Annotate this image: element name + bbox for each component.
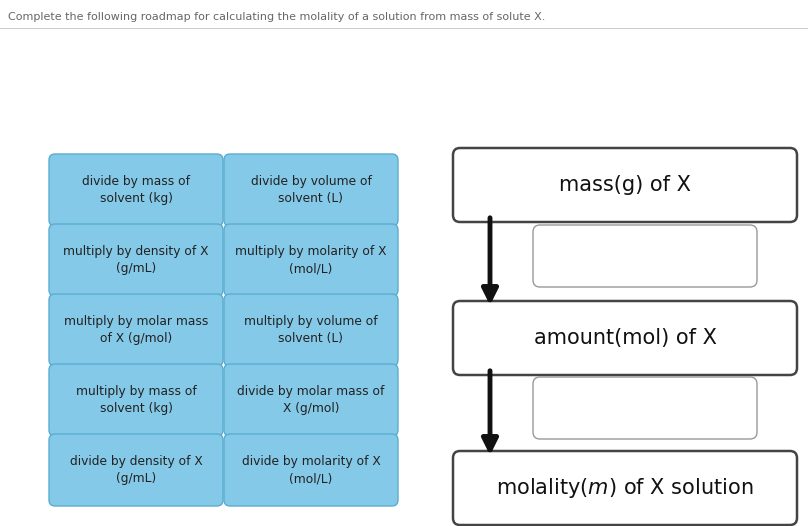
FancyBboxPatch shape xyxy=(453,451,797,525)
Text: divide by molarity of X
(mol/L): divide by molarity of X (mol/L) xyxy=(242,455,381,485)
FancyBboxPatch shape xyxy=(533,225,757,287)
FancyBboxPatch shape xyxy=(224,154,398,226)
FancyBboxPatch shape xyxy=(49,364,223,436)
FancyBboxPatch shape xyxy=(224,224,398,296)
FancyBboxPatch shape xyxy=(49,154,223,226)
Text: multiply by molar mass
of X (g/mol): multiply by molar mass of X (g/mol) xyxy=(64,315,208,345)
Text: divide by density of X
(g/mL): divide by density of X (g/mL) xyxy=(69,455,202,485)
FancyBboxPatch shape xyxy=(49,294,223,366)
FancyBboxPatch shape xyxy=(49,224,223,296)
Text: amount(mol) of X: amount(mol) of X xyxy=(533,328,717,348)
Text: mass(g) of X: mass(g) of X xyxy=(559,175,691,195)
Text: multiply by density of X
(g/mL): multiply by density of X (g/mL) xyxy=(63,245,208,275)
FancyBboxPatch shape xyxy=(533,377,757,439)
FancyBboxPatch shape xyxy=(224,294,398,366)
FancyBboxPatch shape xyxy=(224,434,398,506)
FancyBboxPatch shape xyxy=(224,364,398,436)
Text: multiply by mass of
solvent (kg): multiply by mass of solvent (kg) xyxy=(76,385,196,415)
FancyBboxPatch shape xyxy=(453,301,797,375)
Text: Complete the following roadmap for calculating the molality of a solution from m: Complete the following roadmap for calcu… xyxy=(8,12,545,22)
Text: molality($\mathit{m}$) of X solution: molality($\mathit{m}$) of X solution xyxy=(496,476,754,500)
FancyBboxPatch shape xyxy=(49,434,223,506)
Text: multiply by volume of
solvent (L): multiply by volume of solvent (L) xyxy=(244,315,378,345)
FancyBboxPatch shape xyxy=(453,148,797,222)
Text: divide by molar mass of
X (g/mol): divide by molar mass of X (g/mol) xyxy=(238,385,385,415)
Text: multiply by molarity of X
(mol/L): multiply by molarity of X (mol/L) xyxy=(235,245,387,275)
Text: divide by volume of
solvent (L): divide by volume of solvent (L) xyxy=(250,175,372,205)
Text: divide by mass of
solvent (kg): divide by mass of solvent (kg) xyxy=(82,175,190,205)
